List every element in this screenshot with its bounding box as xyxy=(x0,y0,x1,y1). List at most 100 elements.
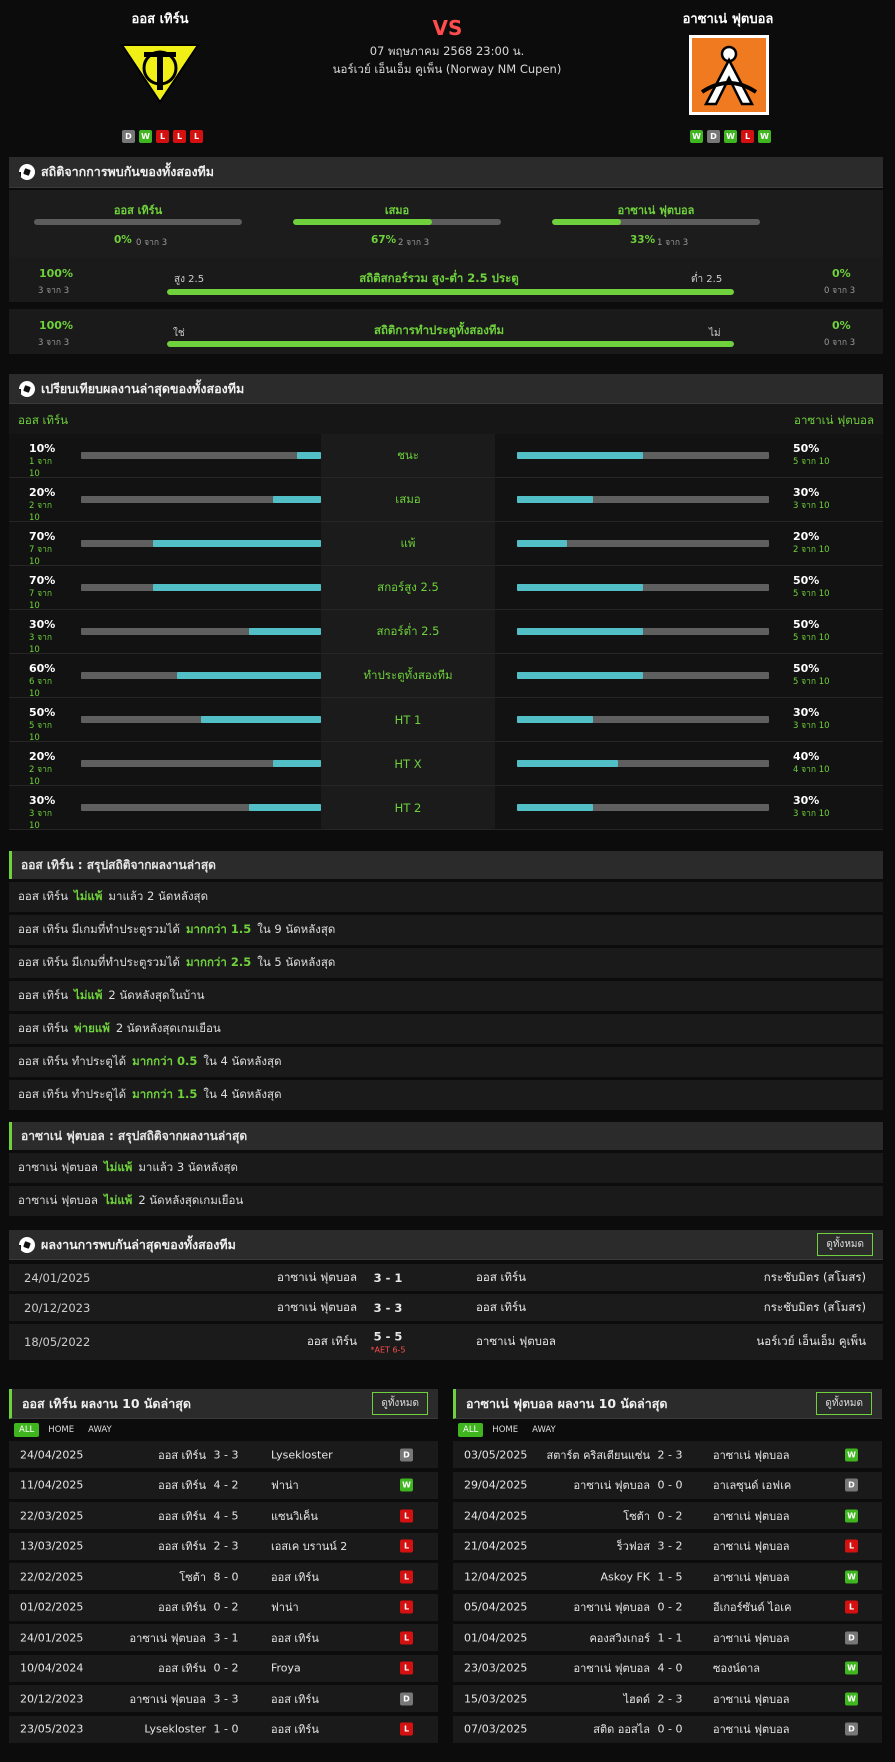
result-away[interactable]: ออส เทิร์น xyxy=(271,1570,319,1584)
result-away[interactable]: ออส เทิร์น xyxy=(271,1692,319,1706)
result-row[interactable]: 23/03/2025 อาซาเน่ ฟุตบอล 4 - 0 ซองน์ดาล W xyxy=(453,1654,882,1682)
home-team-name[interactable]: ออส เทิร์น xyxy=(131,12,189,27)
result-row[interactable]: 13/03/2025 ออส เทิร์น 2 - 3 เอสเค บรานน์ 2 L xyxy=(9,1532,438,1560)
summary-text: ออส เทิร์น xyxy=(18,889,69,903)
match-away[interactable]: อาซาเน่ ฟุตบอล xyxy=(476,1334,556,1348)
tab-all[interactable]: ALL xyxy=(458,1423,484,1437)
result-home[interactable]: สติด ออสไล xyxy=(593,1723,650,1736)
result-badge: W xyxy=(845,1692,858,1705)
result-home[interactable]: ออส เทิร์น xyxy=(158,1662,206,1675)
result-home[interactable]: ออส เทิร์น xyxy=(158,1448,206,1462)
result-row[interactable]: 03/05/2025 สตาร์ต คริสเตียนแซ่น 2 - 3 อาซาเ… xyxy=(453,1441,882,1468)
result-row[interactable]: 11/04/2025 ออส เทิร์น 4 - 2 ฟาน่า W xyxy=(9,1471,438,1499)
home-last10: ออส เทิร์น ผลงาน 10 นัดล่าสุด ดูทั้งหมด … xyxy=(9,1389,438,1746)
away-bar-fill xyxy=(517,628,643,635)
result-away[interactable]: อาซาเน่ ฟุตบอล xyxy=(713,1509,790,1523)
match-competition[interactable]: กระชับมิตร (สโมสร) xyxy=(763,1269,866,1284)
away-team-logo[interactable] xyxy=(688,34,770,116)
result-row[interactable]: 15/03/2025 ไฮดด์ 2 - 3 อาซาเน่ ฟุตบอล W xyxy=(453,1685,882,1712)
result-row[interactable]: 24/01/2025 อาซาเน่ ฟุตบอล 3 - 1 ออส เทิร์น L xyxy=(9,1624,438,1651)
result-row[interactable]: 01/02/2025 ออส เทิร์น 0 - 2 ฟาน่า L xyxy=(9,1593,438,1621)
result-away[interactable]: ออส เทิร์น xyxy=(271,1723,319,1736)
result-home[interactable]: ร็วฟอส xyxy=(616,1540,650,1553)
result-row[interactable]: 05/04/2025 อาซาเน่ ฟุตบอล 0 - 2 อีเกอร์ซันด… xyxy=(453,1593,882,1621)
form-badge: W xyxy=(139,130,152,143)
home-bar-cell xyxy=(59,654,321,697)
match-competition[interactable]: นอร์เวย์ เอ็นเอ็ม คูเพ็น (Norway NM Cupe… xyxy=(332,62,562,76)
result-away[interactable]: ฟาน่า xyxy=(271,1479,299,1492)
away-team-name[interactable]: อาซาเน่ ฟุตบอล xyxy=(682,12,774,27)
result-home[interactable]: โซต้า xyxy=(179,1570,206,1584)
result-away[interactable]: อีเกอร์ซันด์ ไอเค xyxy=(713,1601,792,1614)
result-away[interactable]: Froya xyxy=(271,1661,301,1675)
result-home[interactable]: สตาร์ต คริสเตียนแซ่น xyxy=(546,1448,650,1462)
result-home[interactable]: ไฮดด์ xyxy=(623,1692,650,1706)
result-home[interactable]: ออส เทิร์น xyxy=(158,1540,206,1553)
match-home[interactable]: ออส เทิร์น xyxy=(306,1334,357,1348)
away-bar xyxy=(517,716,769,723)
result-away[interactable]: ออส เทิร์น xyxy=(271,1631,319,1645)
tab-home[interactable]: HOME xyxy=(492,1425,519,1435)
view-all-button[interactable]: ดูทั้งหมด xyxy=(816,1392,872,1415)
result-home[interactable]: อาซาเน่ ฟุตบอล xyxy=(573,1479,650,1492)
h2h-match-row[interactable]: 24/01/2025 อาซาเน่ ฟุตบอล 3 - 1 ออส เทิร์น ก… xyxy=(9,1264,883,1291)
tab-home[interactable]: HOME xyxy=(48,1425,75,1435)
outcome-label[interactable]: เสมอ xyxy=(384,204,410,217)
result-row[interactable]: 20/12/2023 อาซาเน่ ฟุตบอล 3 - 3 ออส เทิร์น D xyxy=(9,1685,438,1712)
result-row[interactable]: 12/04/2025 Askoy FK 1 - 5 อาซาเน่ ฟุตบอล W xyxy=(453,1563,882,1590)
match-away[interactable]: ออส เทิร์น xyxy=(476,1299,527,1314)
outcome-label[interactable]: ออส เทิร์น xyxy=(113,204,163,217)
outcome-label[interactable]: อาซาเน่ ฟุตบอล xyxy=(617,204,695,217)
result-row[interactable]: 22/02/2025 โซต้า 8 - 0 ออส เทิร์น L xyxy=(9,1563,438,1590)
view-all-button[interactable]: ดูทั้งหมด xyxy=(817,1233,873,1256)
result-away[interactable]: อาซาเน่ ฟุตบอล xyxy=(713,1631,790,1645)
result-away[interactable]: อาเลซุนด์ เอฟเค xyxy=(713,1479,792,1492)
h2h-results-header: ผลงานการพบกันล่าสุดของทั้งสองทีม ดูทั้งห… xyxy=(9,1230,883,1260)
h2h-match-row[interactable]: 20/12/2023 อาซาเน่ ฟุตบอล 3 - 3 ออส เทิร์น ก… xyxy=(9,1294,883,1321)
result-home[interactable]: โซต้า xyxy=(623,1509,650,1523)
result-away[interactable]: อาซาเน่ ฟุตบอล xyxy=(713,1448,790,1462)
tab-all[interactable]: ALL xyxy=(14,1423,40,1437)
tab-away[interactable]: AWAY xyxy=(88,1425,112,1435)
result-away[interactable]: Lysekloster xyxy=(271,1448,333,1461)
result-row[interactable]: 29/04/2025 อาซาเน่ ฟุตบอล 0 - 0 อาเลซุนด์ เ… xyxy=(453,1471,882,1499)
result-home[interactable]: ออส เทิร์น xyxy=(158,1601,206,1614)
result-away[interactable]: แซนวิเค็น xyxy=(271,1509,318,1523)
result-row[interactable]: 21/04/2025 ร็วฟอส 3 - 2 อาซาเน่ ฟุตบอล L xyxy=(453,1532,882,1560)
result-row[interactable]: 10/04/2024 ออส เทิร์น 0 - 2 Froya L xyxy=(9,1654,438,1682)
result-away[interactable]: อาซาเน่ ฟุตบอล xyxy=(713,1692,790,1706)
match-competition[interactable]: กระชับมิตร (สโมสร) xyxy=(763,1299,866,1314)
result-row[interactable]: 22/03/2025 ออส เทิร์น 4 - 5 แซนวิเค็น L xyxy=(9,1502,438,1529)
match-home[interactable]: อาซาเน่ ฟุตบอล xyxy=(277,1299,357,1314)
result-row[interactable]: 01/04/2025 คองสวิงเกอร์ 1 - 1 อาซาเน่ ฟุตบอ… xyxy=(453,1624,882,1651)
result-away[interactable]: เอสเค บรานน์ 2 xyxy=(271,1540,348,1553)
result-away[interactable]: ฟาน่า xyxy=(271,1601,299,1614)
match-away[interactable]: ออส เทิร์น xyxy=(476,1269,527,1284)
result-home[interactable]: ออส เทิร์น xyxy=(158,1479,206,1492)
result-row[interactable]: 24/04/2025 ออส เทิร์น 3 - 3 Lysekloster D xyxy=(9,1441,438,1468)
result-home[interactable]: อาซาเน่ ฟุตบอล xyxy=(129,1631,206,1645)
result-away[interactable]: อาซาเน่ ฟุตบอล xyxy=(713,1540,790,1553)
form-badge: D xyxy=(707,130,720,143)
result-row[interactable]: 24/04/2025 โซต้า 0 - 2 อาซาเน่ ฟุตบอล W xyxy=(453,1502,882,1529)
match-home[interactable]: อาซาเน่ ฟุตบอล xyxy=(277,1269,357,1284)
result-home[interactable]: อาซาเน่ ฟุตบอล xyxy=(573,1662,650,1675)
result-away[interactable]: อาซาเน่ ฟุตบอล xyxy=(713,1570,790,1584)
result-away[interactable]: อาซาเน่ ฟุตบอล xyxy=(713,1723,790,1736)
home-team-logo[interactable] xyxy=(120,44,200,106)
view-all-button[interactable]: ดูทั้งหมด xyxy=(372,1392,428,1415)
result-away[interactable]: ซองน์ดาล xyxy=(713,1662,761,1675)
result-home[interactable]: คองสวิงเกอร์ xyxy=(589,1631,650,1645)
h2h-match-row[interactable]: 18/05/2022 ออส เทิร์น 5 - 5 *AET 6-5 อาซาเน่… xyxy=(9,1324,883,1360)
result-home[interactable]: อาซาเน่ ฟุตบอล xyxy=(129,1692,206,1706)
result-home[interactable]: Askoy FK xyxy=(600,1570,650,1583)
result-row[interactable]: 23/05/2023 Lysekloster 1 - 0 ออส เทิร์น L xyxy=(9,1715,438,1743)
away-bar-cell xyxy=(495,434,777,477)
result-row[interactable]: 07/03/2025 สติด ออสไล 0 - 0 อาซาเน่ ฟุตบอล D xyxy=(453,1715,882,1743)
tab-away[interactable]: AWAY xyxy=(532,1425,556,1435)
result-home[interactable]: ออส เทิร์น xyxy=(158,1509,206,1523)
result-home[interactable]: อาซาเน่ ฟุตบอล xyxy=(573,1601,650,1614)
match-competition[interactable]: นอร์เวย์ เอ็นเอ็ม คูเพ็น xyxy=(756,1334,866,1348)
result-home[interactable]: Lysekloster xyxy=(144,1722,206,1736)
